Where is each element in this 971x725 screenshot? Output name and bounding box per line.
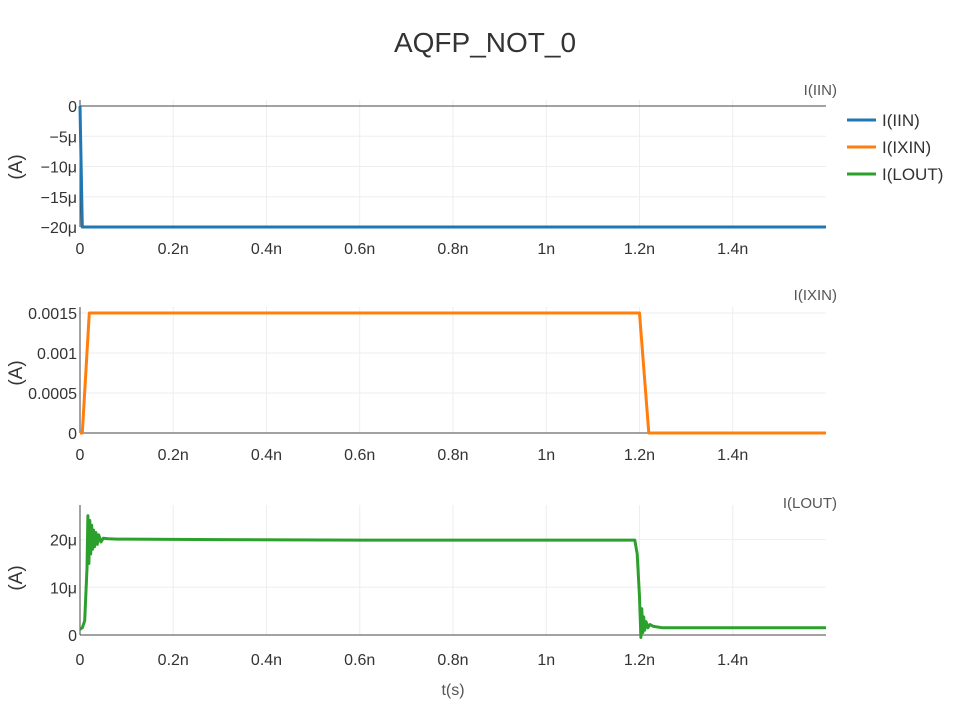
subplot-1: 0 0.2n 0.4n 0.6n 0.8n 1n 1.2n 1.4n 0 −5μ −10μ −15μ −… — [6, 82, 837, 258]
y-tick-label: 0.0015 — [28, 306, 77, 323]
subplot-label: I(IIN) — [804, 82, 837, 99]
y-tick-label: 0 — [68, 628, 77, 645]
x-tick-label: 0.2n — [158, 447, 189, 464]
x-tick-label: 0.8n — [437, 447, 468, 464]
y-tick-label: 0 — [68, 426, 77, 443]
x-axis-title: t(s) — [441, 682, 464, 699]
y-tick-label: −15μ — [41, 190, 77, 207]
x-tick-label: 1.2n — [624, 652, 655, 669]
y-axis-title: (A) — [6, 360, 27, 385]
subplots: 0 0.2n 0.4n 0.6n 0.8n 1n 1.2n 1.4n 0 −5μ −10μ −15μ −… — [6, 82, 837, 669]
y-tick-label: −20μ — [41, 220, 77, 237]
x-tick-label: 0.8n — [437, 241, 468, 258]
x-tick-label: 0.6n — [344, 241, 375, 258]
y-tick-label: −10μ — [41, 160, 77, 177]
y-axis-title: (A) — [6, 154, 27, 179]
x-tick-label: 0.6n — [344, 447, 375, 464]
x-tick-label: 0.6n — [344, 652, 375, 669]
x-tick-label: 0.2n — [158, 241, 189, 258]
x-tick-label: 1.2n — [624, 241, 655, 258]
legend[interactable]: I(IIN) I(IXIN) I(LOUT) — [847, 111, 943, 184]
x-tick-label: 0.4n — [251, 241, 282, 258]
x-tick-label: 1n — [537, 652, 555, 669]
subplot-label: I(IXIN) — [794, 287, 837, 304]
y-tick-label: 10μ — [50, 580, 77, 597]
x-tick-label: 0.4n — [251, 652, 282, 669]
x-tick-label: 1n — [537, 241, 555, 258]
chart-title: AQFP_NOT_0 — [394, 27, 576, 58]
y-axis-title: (A) — [6, 565, 27, 590]
x-tick-label: 0.2n — [158, 652, 189, 669]
y-tick-label: 0.001 — [37, 346, 77, 363]
y-tick-label: 20μ — [50, 533, 77, 550]
y-tick-label: −5μ — [50, 129, 77, 146]
legend-label: I(LOUT) — [882, 165, 943, 184]
legend-label: I(IXIN) — [882, 138, 931, 157]
x-tick-label: 0 — [76, 652, 85, 669]
x-tick-label: 1.4n — [717, 447, 748, 464]
legend-label: I(IIN) — [882, 111, 920, 130]
subplot-2: 0 0.2n 0.4n 0.6n 0.8n 1n 1.2n 1.4n 0 0.0005 0.001 0… — [6, 287, 837, 464]
x-tick-label: 1.4n — [717, 241, 748, 258]
x-tick-label: 0.8n — [437, 652, 468, 669]
x-tick-label: 0 — [76, 447, 85, 464]
series-line-I(IXIN) — [80, 311, 826, 435]
y-tick-label: 0 — [68, 99, 77, 116]
x-tick-label: 0 — [76, 241, 85, 258]
series-line-I(IIN) — [78, 105, 826, 229]
x-tick-label: 1.2n — [624, 447, 655, 464]
x-tick-label: 0.4n — [251, 447, 282, 464]
subplot-label: I(LOUT) — [783, 495, 837, 512]
x-tick-label: 1.4n — [717, 652, 748, 669]
x-tick-label: 1n — [537, 447, 555, 464]
y-tick-label: 0.0005 — [28, 386, 77, 403]
series-line-I(LOUT) — [79, 514, 826, 639]
subplot-3: 0 0.2n 0.4n 0.6n 0.8n 1n 1.2n 1.4n 0 10μ 20μ (A) I(L… — [6, 495, 837, 669]
